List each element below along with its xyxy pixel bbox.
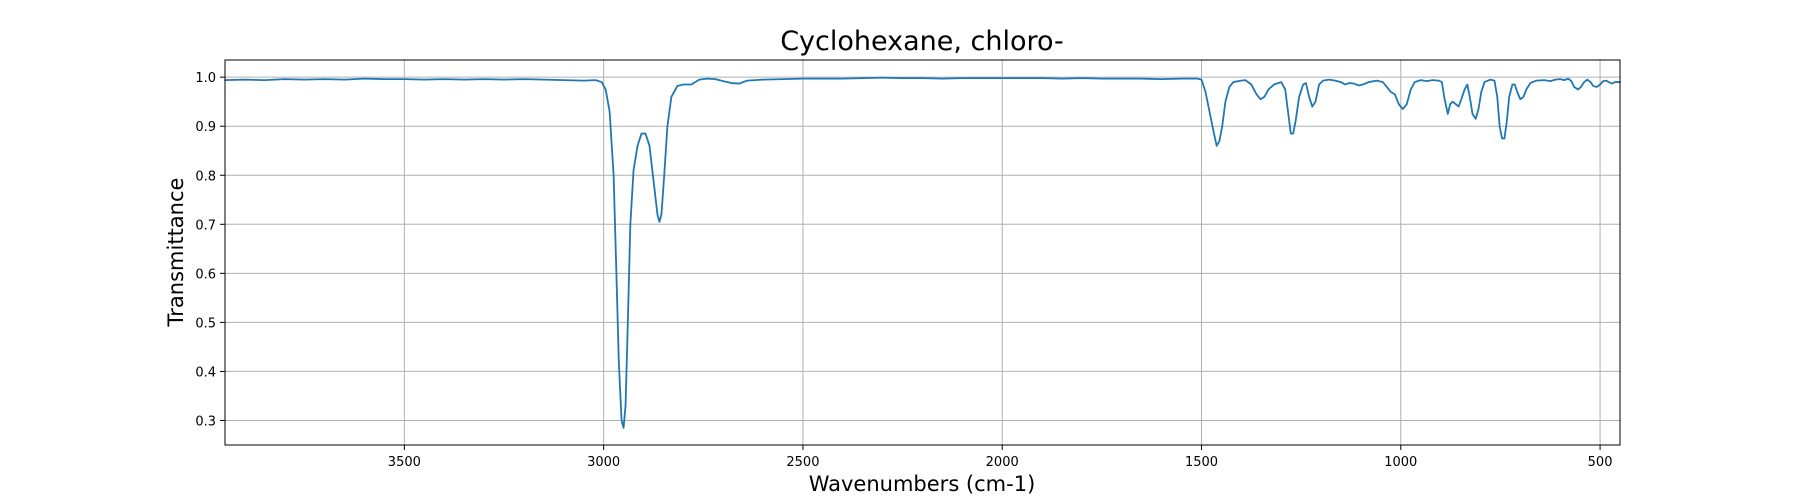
x-tick-label: 2000 [986, 455, 1019, 470]
y-tick-label: 0.4 [195, 365, 216, 380]
x-tick-label: 2500 [786, 455, 819, 470]
x-axis-label: Wavenumbers (cm-1) [809, 472, 1036, 496]
x-tick-label: 3000 [587, 455, 620, 470]
y-axis-label: Transmittance [164, 178, 188, 328]
plot-area [225, 60, 1620, 445]
grid-lines [225, 60, 1620, 445]
chart-title: Cyclohexane, chloro- [780, 26, 1064, 57]
transmittance-series-line [224, 76, 1621, 429]
x-tick-label: 1000 [1384, 455, 1417, 470]
y-tick-label: 0.5 [195, 316, 216, 331]
x-tick-label: 1500 [1185, 455, 1218, 470]
y-tick-label: 0.9 [195, 120, 216, 135]
y-tick-label: 1.0 [195, 71, 216, 86]
x-tick-label: 3500 [388, 455, 421, 470]
x-tick-label: 500 [1588, 455, 1613, 470]
y-tick-label: 0.7 [195, 218, 216, 233]
plot-frame [224, 59, 1621, 446]
axis-ticks: 3500 3000 2500 2000 1500 1000 500 0.3 0.4 0.5 0.6 0… [195, 71, 1612, 470]
series-layer [224, 76, 1621, 429]
y-tick-label: 0.3 [195, 414, 216, 429]
y-tick-label: 0.6 [195, 267, 216, 282]
y-tick-label: 0.8 [195, 169, 216, 184]
